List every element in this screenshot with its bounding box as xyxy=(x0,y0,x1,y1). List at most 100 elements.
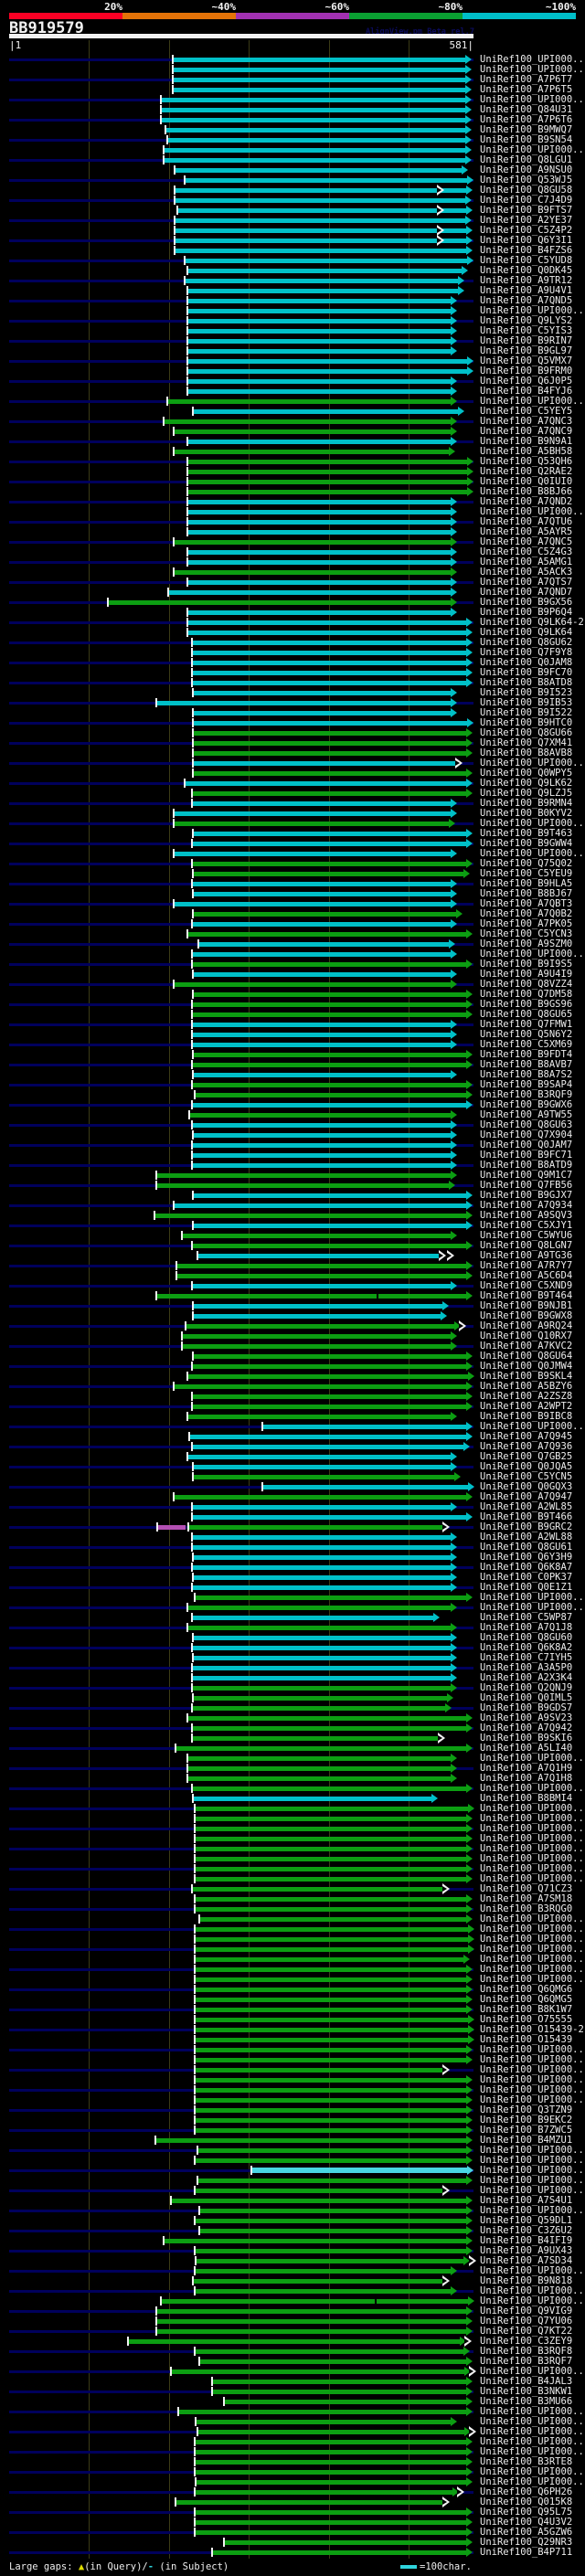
hit-label[interactable]: UniRef100_Q7F9Y8 xyxy=(480,647,573,658)
hit-label[interactable]: UniRef100_A7Q1H8 xyxy=(480,1773,573,1784)
hit-label[interactable]: UniRef100_B9N9A1 xyxy=(480,436,573,447)
hit-label[interactable]: UniRef100_UPI000.. xyxy=(480,2466,584,2477)
hit-label[interactable]: UniRef100_A7QND2 xyxy=(480,496,573,507)
hit-label[interactable]: UniRef100_Q0IUI0 xyxy=(480,476,573,487)
hit-label[interactable]: UniRef100_C3ZEY9 xyxy=(480,2336,573,2347)
hit-label[interactable]: UniRef100_UPI000.. xyxy=(480,1934,584,1945)
hit-label[interactable]: UniRef100_B8A7S2 xyxy=(480,1069,573,1080)
hit-label[interactable]: UniRef100_Q75Q02 xyxy=(480,858,573,869)
hit-label[interactable]: UniRef100_UPI000.. xyxy=(480,1602,584,1613)
hit-label[interactable]: UniRef100_Q0DK45 xyxy=(480,265,573,276)
hit-label[interactable]: UniRef100_UPI000.. xyxy=(480,1833,584,1844)
hit-label[interactable]: UniRef100_UPI000.. xyxy=(480,2054,584,2065)
hit-label[interactable]: UniRef100_Q9LK64 xyxy=(480,627,573,638)
hit-label[interactable]: UniRef100_Q6J0P5 xyxy=(480,376,573,387)
hit-label[interactable]: UniRef100_UPI000.. xyxy=(480,2165,584,2176)
hit-label[interactable]: UniRef100_Q7KT22 xyxy=(480,2326,573,2337)
hit-label[interactable]: UniRef100_Q7YU06 xyxy=(480,2316,573,2327)
hit-label[interactable]: UniRef100_B9GWW4 xyxy=(480,838,573,849)
hit-label[interactable]: UniRef100_A9RQ24 xyxy=(480,1320,573,1331)
hit-label[interactable]: UniRef100_UPI000.. xyxy=(480,2175,584,2186)
hit-label[interactable]: UniRef100_UPI000.. xyxy=(480,144,584,155)
hit-label[interactable]: UniRef100_Q8GU66 xyxy=(480,727,573,738)
hit-label[interactable]: UniRef100_B3NKW1 xyxy=(480,2386,573,2397)
hit-label[interactable]: UniRef100_C5XJY1 xyxy=(480,1220,573,1231)
hit-label[interactable]: UniRef100_B9FTS7 xyxy=(480,205,573,216)
hit-label[interactable]: UniRef100_B9P6Q4 xyxy=(480,607,573,618)
hit-label[interactable]: UniRef100_A9TW55 xyxy=(480,1109,573,1120)
hit-label[interactable]: UniRef100_UPI000.. xyxy=(480,2265,584,2276)
hit-label[interactable]: UniRef100_A7SM18 xyxy=(480,1893,573,1904)
hit-label[interactable]: UniRef100_A7Q0B2 xyxy=(480,908,573,919)
hit-label[interactable]: UniRef100_B7ZWC5 xyxy=(480,2125,573,2136)
hit-label[interactable]: UniRef100_B9GX56 xyxy=(480,597,573,608)
hit-label[interactable]: UniRef100_Q015K8 xyxy=(480,2496,573,2507)
hit-label[interactable]: UniRef100_B9GWX8 xyxy=(480,1310,573,1321)
hit-label[interactable]: UniRef100_A5C6D4 xyxy=(480,1270,573,1281)
hit-label[interactable]: UniRef100_A2ZSZ8 xyxy=(480,1391,573,1402)
hit-label[interactable]: UniRef100_Q2RAE2 xyxy=(480,466,573,477)
hit-label[interactable]: UniRef100_Q0JQA5 xyxy=(480,1461,573,1472)
hit-label[interactable]: UniRef100_UPI000.. xyxy=(480,305,584,316)
hit-label[interactable]: UniRef100_B8BJ66 xyxy=(480,486,573,497)
hit-label[interactable]: UniRef100_A7QTS7 xyxy=(480,577,573,588)
hit-label[interactable]: UniRef100_A2WL85 xyxy=(480,1501,573,1512)
hit-label[interactable]: UniRef100_A2YE37 xyxy=(480,215,573,226)
hit-label[interactable]: UniRef100_C5YCN3 xyxy=(480,928,573,939)
hit-label[interactable]: UniRef100_UPI000.. xyxy=(480,758,584,769)
hit-label[interactable]: UniRef100_B9GJX7 xyxy=(480,1190,573,1201)
hit-label[interactable]: UniRef100_UPI000.. xyxy=(480,1964,584,1975)
hit-label[interactable]: UniRef100_A7Q945 xyxy=(480,1431,573,1442)
hit-label[interactable]: UniRef100_B9IB53 xyxy=(480,697,573,708)
hit-label[interactable]: UniRef100_C7IYH5 xyxy=(480,1652,573,1663)
hit-label[interactable]: UniRef100_Q8GU62 xyxy=(480,637,573,648)
hit-label[interactable]: UniRef100_Q5VMX7 xyxy=(480,355,573,366)
hit-label[interactable]: UniRef100_UPI000.. xyxy=(480,1954,584,1965)
hit-label[interactable]: UniRef100_Q6PH26 xyxy=(480,2486,573,2497)
hit-label[interactable]: UniRef100_B3RQF8 xyxy=(480,2346,573,2357)
hit-label[interactable]: UniRef100_A9TR12 xyxy=(480,275,573,286)
hit-label[interactable]: UniRef100_Q6Y3I1 xyxy=(480,235,573,246)
hit-label[interactable]: UniRef100_UPI000.. xyxy=(480,2064,584,2075)
hit-label[interactable]: UniRef100_Q8LGN7 xyxy=(480,1240,573,1251)
hit-label[interactable]: UniRef100_Q7FB56 xyxy=(480,1180,573,1191)
hit-label[interactable]: UniRef100_B4FYJ6 xyxy=(480,386,573,397)
hit-label[interactable]: UniRef100_Q5N6Y2 xyxy=(480,1029,573,1040)
hit-label[interactable]: UniRef100_O15439 xyxy=(480,2034,573,2045)
hit-label[interactable]: UniRef100_B3RQF9 xyxy=(480,1089,573,1100)
hit-label[interactable]: UniRef100_B9FRM0 xyxy=(480,366,573,376)
hit-label[interactable]: UniRef100_Q0JMW4 xyxy=(480,1361,573,1372)
hit-label[interactable]: UniRef100_UPI000.. xyxy=(480,2044,584,2055)
hit-label[interactable]: UniRef100_A7PK05 xyxy=(480,918,573,929)
hit-label[interactable]: UniRef100_B9FC70 xyxy=(480,667,573,678)
hit-label[interactable]: UniRef100_A7P6T6 xyxy=(480,114,573,125)
hit-label[interactable]: UniRef100_B9I522 xyxy=(480,707,573,718)
hit-label[interactable]: UniRef100_Q8GU60 xyxy=(480,1632,573,1643)
hit-label[interactable]: UniRef100_UPI000.. xyxy=(480,2185,584,2196)
hit-label[interactable]: UniRef100_A5ACK3 xyxy=(480,567,573,578)
hit-label[interactable]: UniRef100_Q7GB25 xyxy=(480,1451,573,1462)
hit-label[interactable]: UniRef100_A5BH58 xyxy=(480,446,573,457)
hit-label[interactable]: UniRef100_B8BJ67 xyxy=(480,888,573,899)
hit-label[interactable]: UniRef100_A2WPT2 xyxy=(480,1401,573,1412)
hit-label[interactable]: UniRef100_UPI000.. xyxy=(480,2155,584,2166)
hit-label[interactable]: UniRef100_B9T466 xyxy=(480,1511,573,1522)
hit-label[interactable]: UniRef100_B9FC71 xyxy=(480,1150,573,1161)
hit-label[interactable]: UniRef100_B3MU66 xyxy=(480,2396,573,2407)
hit-label[interactable]: UniRef100_A7QNC9 xyxy=(480,426,573,437)
hit-label[interactable]: UniRef100_B9I523 xyxy=(480,687,573,698)
hit-label[interactable]: UniRef100_UPI000.. xyxy=(480,1924,584,1935)
hit-label[interactable]: UniRef100_B9GDS7 xyxy=(480,1702,573,1713)
hit-label[interactable]: UniRef100_A7P6T5 xyxy=(480,84,573,95)
hit-label[interactable]: UniRef100_C5Z4G3 xyxy=(480,546,573,557)
hit-label[interactable]: UniRef100_UPI000.. xyxy=(480,2426,584,2437)
hit-label[interactable]: UniRef100_A7Q942 xyxy=(480,1723,573,1733)
hit-label[interactable]: UniRef100_B9RMN4 xyxy=(480,798,573,809)
hit-label[interactable]: UniRef100_UPI000.. xyxy=(480,2094,584,2105)
hit-label[interactable]: UniRef100_B9NJB1 xyxy=(480,1300,573,1311)
hit-label[interactable]: UniRef100_UPI000.. xyxy=(480,1853,584,1864)
hit-label[interactable]: UniRef100_UPI000.. xyxy=(480,818,584,829)
hit-label[interactable]: UniRef100_A3A5P0 xyxy=(480,1662,573,1673)
hit-label[interactable]: UniRef100_UPI000.. xyxy=(480,1421,584,1432)
hit-label[interactable]: UniRef100_C5YIS3 xyxy=(480,325,573,336)
